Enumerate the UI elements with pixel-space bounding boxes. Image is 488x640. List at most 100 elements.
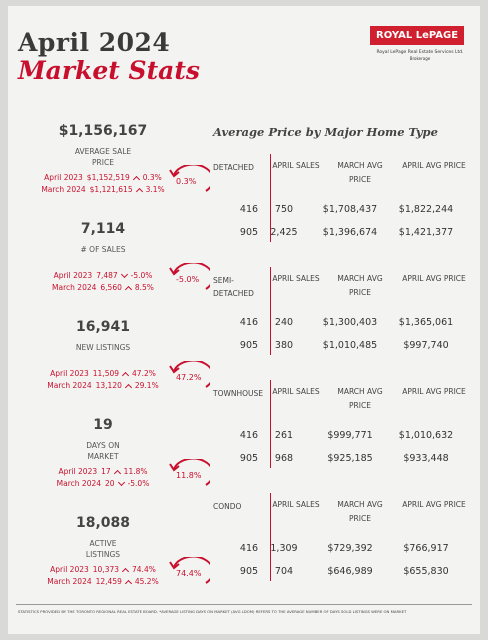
badge-arrow <box>169 263 210 290</box>
stat-value: 18,088 <box>75 515 131 531</box>
direction-arrow <box>124 383 132 391</box>
cell: $1,010,632 <box>398 430 454 441</box>
region: 416 <box>239 543 259 554</box>
cell: 261 <box>274 430 294 441</box>
cell: 750 <box>274 204 294 215</box>
comparison: March 2024 13,120 29.1% <box>23 381 183 391</box>
divider <box>270 154 271 242</box>
comparison-change: -5.0% <box>130 271 153 280</box>
title-line-2: Market Stats <box>18 56 200 85</box>
comparison-value: 17 <box>101 467 111 476</box>
badge: 74.4% <box>176 569 202 578</box>
page: April 2024 Market Stats ROYAL LePAGE Roy… <box>8 6 480 634</box>
column-header: MARCH AVG PRICE <box>337 387 383 410</box>
column-header: APRIL AVG PRICE <box>402 387 466 396</box>
cell: $997,740 <box>403 340 449 351</box>
badge-arrow <box>169 165 210 192</box>
comparison-value: $1,152,519 <box>86 173 130 182</box>
comparison-change: 47.2% <box>132 369 156 378</box>
comparison-change: 11.8% <box>123 467 148 476</box>
cell: $1,396,674 <box>322 227 378 238</box>
cell: $933,448 <box>403 453 449 464</box>
arc <box>169 459 210 486</box>
column-header: APRIL SALES <box>272 500 320 509</box>
comparison-change: 45.2% <box>134 577 159 586</box>
comparison-change: 74.4% <box>132 565 156 574</box>
cell: $999,771 <box>327 430 373 441</box>
column-header: MARCH AVG PRICE <box>337 274 383 297</box>
region: 416 <box>239 430 259 441</box>
cell: $1,365,061 <box>398 317 454 328</box>
column-header: APRIL AVG PRICE <box>402 274 466 283</box>
comparison: April 2023 17 11.8% <box>23 467 183 477</box>
home-type: DETACHED <box>213 163 254 172</box>
stat-value: 7,114 <box>80 221 126 237</box>
arc <box>169 263 210 290</box>
comparison-label: April 2023 <box>58 467 98 476</box>
comparison-label: March 2024 <box>47 577 92 586</box>
badge: -5.0% <box>176 275 200 284</box>
comparison-change: 8.5% <box>134 283 154 292</box>
region: 416 <box>239 204 259 215</box>
comparison-label: March 2024 <box>41 185 86 194</box>
stat-value: 16,941 <box>75 319 131 335</box>
direction-arrow <box>121 371 130 379</box>
region: 905 <box>239 340 259 351</box>
cell: 704 <box>274 566 294 577</box>
comparison-value: 13,120 <box>95 381 122 390</box>
column-header: APRIL AVG PRICE <box>402 161 466 170</box>
comparison-change: 0.3% <box>142 173 162 182</box>
region: 416 <box>239 317 259 328</box>
badge-arrow <box>169 557 210 584</box>
region: 905 <box>239 227 259 238</box>
divider <box>270 380 271 468</box>
stat-label: NEW LISTINGS <box>75 343 131 352</box>
direction-arrow <box>113 469 121 477</box>
stat-value: 19 <box>93 417 113 433</box>
column-header: APRIL AVG PRICE <box>402 500 466 509</box>
cell: $766,917 <box>403 543 449 554</box>
comparison-change: -5.0% <box>127 479 150 488</box>
logo-subtitle: Royal LePage Real Estate Services Ltd. <box>376 50 464 55</box>
cell: 1,309 <box>270 543 298 554</box>
divider <box>270 493 271 581</box>
comparison-value: 20 <box>105 479 115 488</box>
direction-arrow <box>132 175 140 183</box>
table-heading: Average Price by Major Home Type <box>213 125 438 139</box>
home-type: CONDO <box>213 502 242 511</box>
direction-arrow <box>120 270 128 279</box>
comparison-value: 12,459 <box>95 577 122 586</box>
comparison-label: March 2024 <box>56 479 102 488</box>
arc <box>169 165 210 192</box>
comparison-value: 11,509 <box>92 369 120 378</box>
cell: $1,300,403 <box>322 317 378 328</box>
comparison-label: April 2023 <box>50 565 89 574</box>
column-header: APRIL SALES <box>272 161 320 170</box>
cell: $1,708,437 <box>322 204 378 215</box>
comparison-value: $1,121,615 <box>89 185 133 194</box>
cell: $1,421,377 <box>398 227 454 238</box>
arc <box>169 361 210 388</box>
logo-subtitle-2: Brokerage <box>409 56 431 61</box>
comparison-label: March 2024 <box>52 283 97 292</box>
comparison: March 2024 12,459 45.2% <box>23 577 183 587</box>
cell: $1,822,244 <box>398 204 454 215</box>
column-header: MARCH AVG PRICE <box>337 500 383 523</box>
comparison-label: April 2023 <box>50 369 89 378</box>
cell: $729,392 <box>327 543 373 554</box>
column-header: MARCH AVG PRICE <box>337 161 383 184</box>
direction-arrow <box>135 187 143 195</box>
comparison: April 2023 10,373 74.4% <box>23 565 183 575</box>
comparison: April 2023 $1,152,519 0.3% <box>23 173 183 183</box>
badge: 0.3% <box>176 177 197 186</box>
badge: 11.8% <box>176 471 202 480</box>
direction-arrow <box>117 478 125 487</box>
direction-arrow <box>124 579 132 587</box>
footer: STATISTICS PROVIDED BY THE TORONTO REGIO… <box>18 609 407 614</box>
column-header: APRIL SALES <box>272 274 320 283</box>
badge-arrow <box>169 459 210 486</box>
arc <box>169 557 210 584</box>
stat-label: # OF SALES <box>80 245 126 254</box>
comparison-change: 3.1% <box>145 185 165 194</box>
comparison-value: 7,487 <box>96 271 118 280</box>
